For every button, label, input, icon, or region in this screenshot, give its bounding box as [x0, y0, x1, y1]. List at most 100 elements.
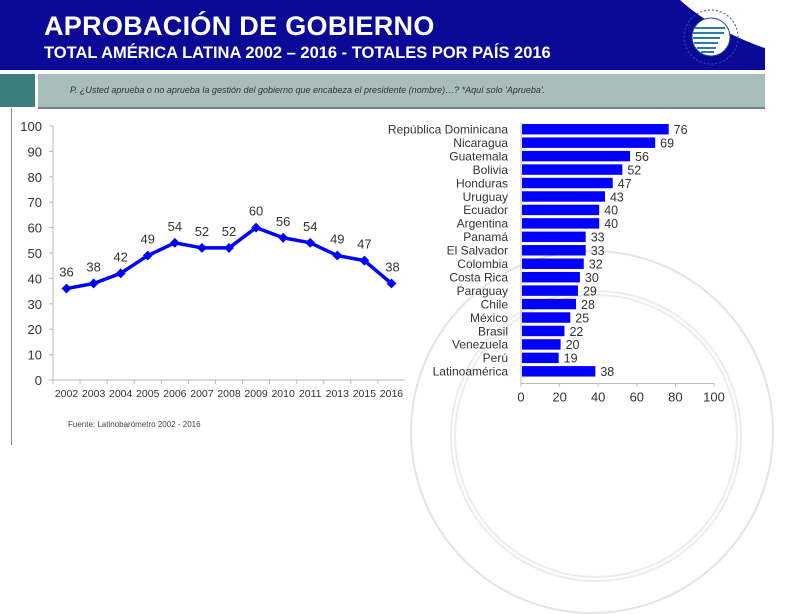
category-label: Honduras	[456, 176, 508, 190]
y-tick-label: 0	[35, 373, 42, 388]
category-label: Nicaragua	[453, 136, 508, 150]
y-tick-label: 40	[28, 271, 42, 286]
bar	[522, 150, 631, 162]
data-label: 28	[581, 298, 595, 312]
bar	[522, 164, 623, 175]
data-label: 52	[222, 224, 236, 239]
category-label: Venezuela	[452, 338, 508, 352]
bar	[522, 312, 571, 323]
x-tick-label: 2010	[271, 388, 295, 400]
data-label: 49	[141, 232, 155, 247]
x-tick-label: 2002	[55, 388, 79, 400]
category-label: México	[470, 311, 508, 325]
x-tick-label: 100	[703, 390, 725, 405]
bar	[522, 124, 669, 135]
data-label: 54	[168, 219, 182, 234]
page-title: APROBACIÓN DE GOBIERNO	[44, 11, 435, 41]
data-label: 33	[591, 231, 605, 245]
x-tick-label: 2013	[326, 388, 350, 400]
bar	[522, 137, 656, 148]
category-label: Guatemala	[449, 149, 508, 163]
data-label: 38	[86, 259, 100, 274]
data-label: 76	[674, 123, 688, 137]
category-label: Bolivia	[473, 163, 509, 177]
data-point	[251, 222, 262, 233]
data-point	[61, 283, 72, 294]
data-label: 29	[583, 284, 597, 298]
data-point	[386, 278, 397, 289]
category-label: Panamá	[463, 230, 508, 244]
bar	[522, 177, 613, 189]
data-label: 43	[610, 190, 624, 204]
bar	[522, 218, 600, 229]
category-label: Costa Rica	[449, 270, 508, 284]
data-label: 69	[660, 136, 674, 150]
x-tick-label: 0	[517, 390, 524, 405]
data-point	[278, 232, 289, 243]
left-divider	[11, 108, 12, 445]
data-label: 54	[303, 219, 317, 234]
category-label: Colombia	[457, 257, 508, 271]
data-label: 60	[249, 204, 263, 219]
y-tick-label: 30	[28, 297, 42, 312]
bar	[522, 204, 600, 216]
data-label: 30	[585, 271, 599, 285]
data-label: 33	[591, 244, 605, 258]
data-label: 52	[627, 163, 641, 177]
bar	[522, 285, 578, 296]
x-tick-label: 2004	[109, 388, 133, 400]
data-label: 19	[564, 352, 578, 366]
bar	[522, 352, 559, 364]
x-tick-label: 2015	[353, 388, 377, 400]
category-label: El Salvador	[447, 244, 508, 258]
data-label: 56	[635, 150, 649, 164]
data-point	[196, 242, 207, 253]
x-tick-label: 80	[668, 390, 682, 405]
x-tick-label: 2005	[136, 388, 160, 400]
bar	[522, 298, 577, 310]
question-band-accent	[0, 74, 35, 107]
x-tick-label: 2003	[82, 388, 106, 400]
y-tick-label: 20	[28, 322, 42, 337]
category-label: Argentina	[457, 217, 509, 231]
data-label: 42	[113, 249, 127, 264]
x-tick-label: 2006	[163, 388, 187, 400]
category-label: República Dominicana	[388, 123, 508, 137]
y-tick-label: 10	[28, 348, 42, 363]
data-label: 52	[195, 224, 209, 239]
data-label: 36	[59, 265, 73, 280]
question-band	[38, 74, 765, 109]
x-tick-label: 2008	[217, 388, 241, 400]
data-label: 32	[589, 258, 603, 272]
category-label: Uruguay	[463, 190, 508, 204]
bar	[522, 325, 565, 337]
bar	[522, 191, 605, 202]
y-tick-label: 80	[28, 170, 42, 185]
bar	[522, 366, 596, 377]
data-label: 38	[385, 259, 399, 274]
data-point	[169, 237, 180, 248]
data-label: 40	[604, 204, 618, 218]
latinobarometro-logo-icon	[683, 9, 739, 65]
header-bar: APROBACIÓN DE GOBIERNO TOTAL AMÉRICA LAT…	[0, 0, 765, 70]
data-point	[224, 242, 234, 253]
y-tick-label: 60	[28, 221, 42, 236]
x-tick-label: 20	[552, 390, 566, 405]
data-point	[142, 250, 153, 261]
category-label: Chile	[481, 297, 509, 311]
bar	[522, 245, 586, 256]
data-label: 40	[604, 217, 618, 231]
bar-chart: 0 20 40 60 80 100 República Dominicana 76 Nicara…	[388, 122, 725, 405]
data-point	[332, 250, 343, 261]
data-label: 49	[330, 232, 344, 247]
y-tick-label: 90	[28, 144, 42, 159]
bar	[522, 339, 561, 350]
data-label: 22	[569, 325, 583, 339]
bar	[522, 258, 584, 269]
data-point	[305, 237, 316, 248]
y-tick-label: 50	[28, 246, 42, 261]
data-label: 20	[566, 338, 580, 352]
x-tick-label: 2011	[299, 388, 322, 400]
category-label: Perú	[483, 351, 508, 365]
